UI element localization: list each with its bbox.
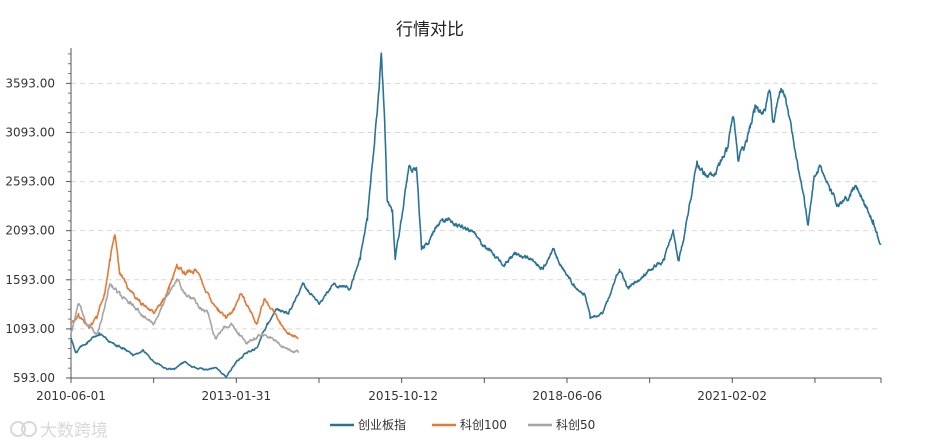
y-tick-label: 3593.00 bbox=[5, 76, 55, 90]
watermark: 大数跨境 bbox=[10, 421, 108, 441]
series-lines bbox=[70, 52, 882, 378]
grid-lines bbox=[71, 82, 881, 330]
legend: 创业板指 科创100 科创50 bbox=[330, 417, 595, 432]
y-tick-label: 2593.00 bbox=[5, 175, 55, 189]
y-tick-label: 593.00 bbox=[13, 371, 55, 385]
watermark-logo-icon bbox=[10, 421, 37, 437]
legend-item[interactable]: 创业板指 bbox=[330, 417, 406, 432]
legend-item[interactable]: 科创50 bbox=[528, 418, 595, 432]
y-tick-label: 2093.00 bbox=[5, 224, 55, 238]
legend-label: 科创100 bbox=[460, 418, 507, 432]
y-tick-label: 1093.00 bbox=[5, 322, 55, 336]
legend-label: 科创50 bbox=[556, 418, 595, 432]
legend-item[interactable]: 科创100 bbox=[432, 418, 507, 432]
x-tick-label: 2013-01-31 bbox=[201, 389, 271, 403]
axes: 593.00 1093.00 1593.00 2093.00 2593.00 3093.0… bbox=[5, 48, 882, 403]
series-line-3 bbox=[70, 278, 300, 354]
x-tick-label: 2021-02-02 bbox=[697, 389, 767, 403]
x-tick-label: 2018-06-06 bbox=[532, 389, 602, 403]
chart-title: 行情对比 bbox=[396, 20, 464, 40]
series-line-2 bbox=[70, 234, 299, 340]
x-tick-label: 2010-06-01 bbox=[36, 389, 106, 403]
x-tick-label: 2015-10-12 bbox=[368, 389, 438, 403]
watermark-text: 大数跨境 bbox=[40, 421, 108, 441]
legend-label: 创业板指 bbox=[358, 417, 406, 432]
series-line-1 bbox=[70, 52, 882, 378]
y-tick-label: 3093.00 bbox=[5, 125, 55, 139]
y-tick-label: 1593.00 bbox=[5, 273, 55, 287]
